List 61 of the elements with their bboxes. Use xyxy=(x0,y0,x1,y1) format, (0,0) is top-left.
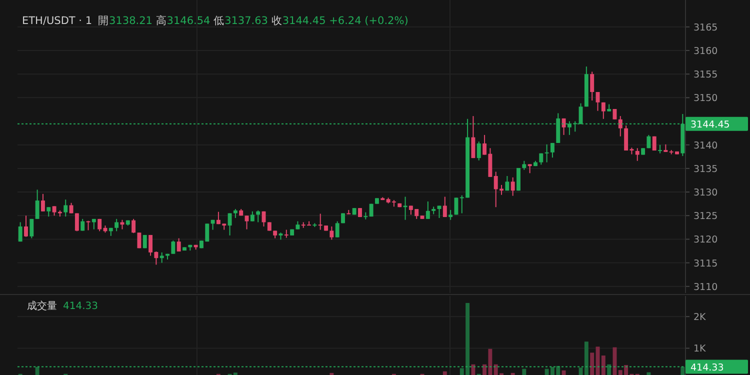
text: 開3138.21 高3146.54 低3137.63 收3144.45 +6.24 (+0.2%) xyxy=(98,15,408,27)
y-tick-label: 3150 xyxy=(694,93,718,104)
candlestick xyxy=(601,102,606,120)
candlestick xyxy=(318,213,322,230)
y-tick-label: 1K xyxy=(694,344,707,355)
candlestick xyxy=(69,202,74,214)
candlestick xyxy=(244,215,249,230)
candlestick xyxy=(454,197,458,216)
candlestick xyxy=(544,144,549,163)
candlestick xyxy=(403,196,408,220)
candlestick xyxy=(160,252,164,264)
text: ETH/USDT · 1 xyxy=(22,15,92,27)
candlestick xyxy=(40,193,45,212)
candlestick xyxy=(618,116,622,137)
y-tick-label: 3125 xyxy=(694,211,718,222)
ref-line-label: 414.33 xyxy=(690,362,724,374)
candlestick xyxy=(426,200,430,220)
y-tick-label: 3130 xyxy=(694,188,718,199)
ref-line-label: 3144.45 xyxy=(690,119,730,130)
candlestick xyxy=(171,240,176,254)
candlestick xyxy=(448,209,453,220)
candlestick xyxy=(250,210,254,222)
candlestick xyxy=(114,218,119,232)
candlestick xyxy=(505,175,510,192)
candlestick xyxy=(30,218,34,239)
y-tick-label: 3135 xyxy=(694,164,718,175)
candlestick xyxy=(132,218,136,234)
y-tick-label: 2K xyxy=(694,312,707,324)
candlestick xyxy=(442,196,447,218)
candlestick xyxy=(437,205,442,218)
text: 成交量 xyxy=(27,300,57,312)
candlestick xyxy=(635,148,640,162)
candlestick xyxy=(471,116,476,159)
y-tick-label: 3155 xyxy=(694,70,718,81)
candlestick xyxy=(550,142,554,158)
y-tick-label: 3160 xyxy=(694,46,718,57)
candlestick xyxy=(98,218,102,232)
candlestick xyxy=(137,232,142,249)
candlestick xyxy=(476,141,481,161)
candlestick xyxy=(330,226,334,240)
candlestick xyxy=(256,210,260,223)
candlestick xyxy=(176,238,181,252)
candlestick xyxy=(646,134,651,149)
candlestick xyxy=(590,71,594,101)
candlestick xyxy=(74,212,79,232)
candlestick xyxy=(228,212,232,236)
candlestick xyxy=(120,219,124,230)
candlestick xyxy=(335,220,340,238)
candlestick xyxy=(510,176,515,196)
candlestick xyxy=(18,222,22,242)
y-tick-label: 3140 xyxy=(694,140,718,152)
candlestick xyxy=(24,215,28,238)
y-tick-label: 3120 xyxy=(694,234,718,246)
y-tick-label: 3110 xyxy=(694,282,718,293)
candlestick xyxy=(46,206,51,218)
candlestick xyxy=(64,199,68,218)
candlestick xyxy=(562,118,566,136)
y-tick-label: 3165 xyxy=(694,22,718,34)
candlestick xyxy=(35,189,40,220)
y-tick-label: 3115 xyxy=(694,258,718,270)
text: 414.33 xyxy=(63,301,98,312)
